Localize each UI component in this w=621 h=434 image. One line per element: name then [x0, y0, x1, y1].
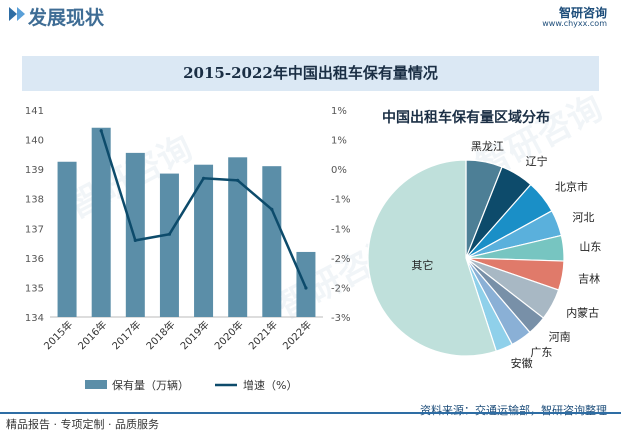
bar-2018年 — [159, 173, 179, 317]
legend-bar-swatch — [85, 380, 107, 389]
growth-point-2017年 — [133, 238, 137, 243]
pie-label: 其它 — [411, 258, 433, 272]
y-left-tick-label: 137 — [25, 224, 44, 235]
bar-2022年 — [296, 251, 316, 317]
y-right-tick-label: 1% — [331, 136, 347, 147]
top-header: 发展现状 智研咨询 www.chyxx.com — [0, 0, 621, 30]
y-right-tick-label: -3% — [331, 313, 350, 324]
growth-point-2016年 — [99, 129, 103, 133]
bar-2020年 — [228, 157, 248, 317]
y-right-tick-label: -1% — [331, 224, 350, 235]
footer-divider — [0, 412, 621, 414]
pie-label: 吉林 — [578, 272, 600, 286]
source-note: 资料来源：交通运输部，智研咨询整理 — [420, 404, 607, 417]
pie-label: 辽宁 — [526, 154, 548, 168]
chart-title: 2015-2022年中国出租车保有量情况 — [183, 64, 438, 82]
legend-line-label: 增速（%） — [243, 378, 297, 392]
y-left-tick-label: 139 — [25, 165, 44, 176]
pie-label: 北京市 — [555, 180, 588, 194]
bar-2015年 — [57, 161, 77, 317]
y-right-tick-label: -1% — [331, 195, 350, 206]
bar-2017年 — [125, 152, 145, 317]
y-left-tick-label: 138 — [25, 195, 44, 206]
y-left-tick-label: 134 — [25, 313, 44, 324]
section-title: 发展现状 — [28, 7, 105, 29]
y-left-tick-label: 140 — [25, 136, 44, 147]
pie-label: 内蒙古 — [566, 305, 599, 319]
pie-label: 广东 — [530, 346, 552, 359]
brand-name: 智研咨询 — [558, 6, 607, 20]
growth-point-2018年 — [167, 232, 172, 236]
footer-slogan: 精品报告 · 专项定制 · 品质服务 — [6, 418, 159, 431]
y-right-tick-label: -2% — [331, 283, 350, 294]
growth-point-2019年 — [201, 176, 206, 180]
legend-bar-label: 保有量（万辆） — [112, 378, 189, 392]
brand-site: www.chyxx.com — [542, 19, 607, 28]
growth-point-2022年 — [304, 286, 308, 290]
double-chevron-icon — [9, 7, 25, 21]
growth-point-2021年 — [270, 207, 274, 211]
y-right-tick-label: -2% — [331, 254, 350, 265]
y-right-tick-label: 0% — [331, 165, 347, 176]
pie-label: 河南 — [549, 331, 571, 344]
y-left-tick-label: 136 — [25, 254, 44, 265]
growth-point-2020年 — [236, 178, 240, 182]
pie-label: 山东 — [579, 241, 601, 254]
y-left-tick-label: 135 — [25, 283, 44, 294]
bar-2019年 — [194, 164, 214, 317]
pie-label: 安徽 — [511, 356, 533, 370]
bar-2016年 — [91, 127, 111, 317]
pie-label: 河北 — [572, 211, 594, 224]
pie-slice-其它 — [367, 159, 498, 357]
chart-title-banner: 2015-2022年中国出租车保有量情况 — [22, 56, 599, 91]
y-left-tick-label: 141 — [25, 106, 44, 117]
pie-title: 中国出租车保有量区域分布 — [382, 109, 550, 126]
pie-label: 黑龙江 — [471, 140, 504, 153]
y-right-tick-label: 1% — [331, 106, 347, 117]
